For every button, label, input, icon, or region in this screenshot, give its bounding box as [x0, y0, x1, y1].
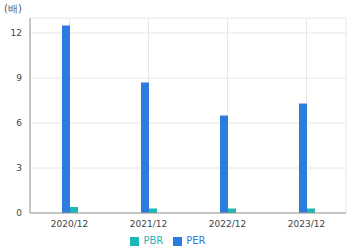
svg-text:6: 6: [16, 118, 22, 128]
svg-text:0: 0: [16, 208, 22, 218]
html-text:PER: PER: [186, 235, 206, 246]
svg-text:2022/12: 2022/12: [209, 219, 246, 229]
svg-text:3: 3: [16, 163, 22, 173]
html-text:PBR: PBR: [143, 235, 164, 246]
svg-text:2021/12: 2021/12: [130, 219, 167, 229]
svg-text:9: 9: [16, 73, 22, 83]
svg-text:2020/12: 2020/12: [51, 219, 88, 229]
svg-text:2023/12: 2023/12: [288, 219, 325, 229]
svg-text:12: 12: [11, 28, 22, 38]
html-text:(배): (배): [4, 3, 22, 14]
